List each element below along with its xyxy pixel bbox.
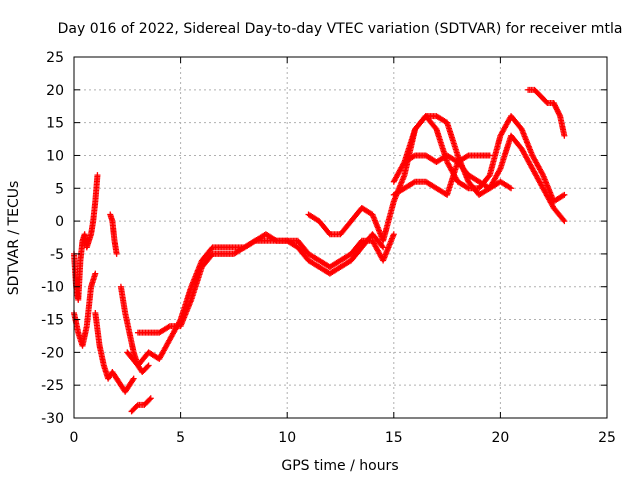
data-point-arc-k (561, 218, 568, 225)
x-tick-label: 10 (278, 430, 296, 446)
data-point-arc-m (410, 179, 417, 186)
data-point-arc-f (144, 363, 151, 370)
data-point-arc-j (464, 184, 471, 191)
data-point-arc-m (464, 153, 471, 160)
data-point-arc-j (560, 192, 567, 199)
y-tick-label: -20 (41, 345, 64, 361)
plot-frame (73, 56, 608, 419)
data-point-arc-i (272, 236, 279, 243)
data-point-arc-l (506, 184, 513, 191)
data-point-arc-f (145, 362, 152, 369)
chart-title: Day 016 of 2022, Sidereal Day-to-day VTE… (58, 21, 623, 37)
data-point-arc-k (560, 216, 567, 223)
data-point-arc-n (543, 98, 550, 105)
x-tick-label: 20 (491, 430, 509, 446)
x-tick-label: 25 (598, 430, 616, 446)
y-tick-label: 10 (46, 148, 64, 164)
y-tick-label: 20 (46, 83, 64, 99)
y-tick-label: -25 (41, 378, 64, 394)
y-tick-label: -10 (41, 280, 64, 296)
x-tick-label: 0 (70, 430, 79, 446)
data-point-arc-e (129, 376, 136, 383)
axes: 0 5 10 15 20 25 25 20 15 10 5 0 -5 -10 -15 -20 -25 -30 (41, 50, 616, 446)
data-point-arc-d (113, 250, 120, 257)
data-point-arc-h (165, 323, 172, 330)
x-axis-label: GPS time / hours (281, 458, 398, 474)
y-tick-label: 0 (55, 214, 64, 230)
y-axis-label: SDTVAR / TECUs (6, 181, 22, 296)
data-point-arc-h (390, 231, 397, 238)
data-point-arc-n (561, 132, 568, 139)
data-point-arc-i (379, 243, 386, 250)
data-point-arc-b (92, 270, 99, 277)
data-point-arc-l (508, 185, 515, 192)
y-tick-label: -5 (50, 247, 64, 263)
data-point-arc-l (410, 153, 417, 160)
data-point-arc-j (561, 191, 568, 198)
y-tick-label: -15 (41, 313, 64, 329)
data-point-arc-g (133, 402, 140, 409)
x-tick-label: 15 (385, 430, 403, 446)
data-marks (71, 86, 568, 415)
y-tick-label: 15 (46, 116, 64, 132)
data-point-arc-i (380, 244, 387, 251)
data-point-arc-e (130, 375, 137, 382)
y-tick-label: 25 (46, 50, 64, 66)
data-point-arc-m (486, 152, 493, 159)
gridlines (74, 57, 607, 418)
x-tick-label: 5 (176, 430, 185, 446)
data-point-arc-g (147, 395, 154, 402)
data-point-arc-a (94, 172, 101, 179)
data-point-arc-g (146, 396, 153, 403)
y-tick-label: 5 (55, 181, 64, 197)
y-tick-label: -30 (41, 411, 64, 427)
